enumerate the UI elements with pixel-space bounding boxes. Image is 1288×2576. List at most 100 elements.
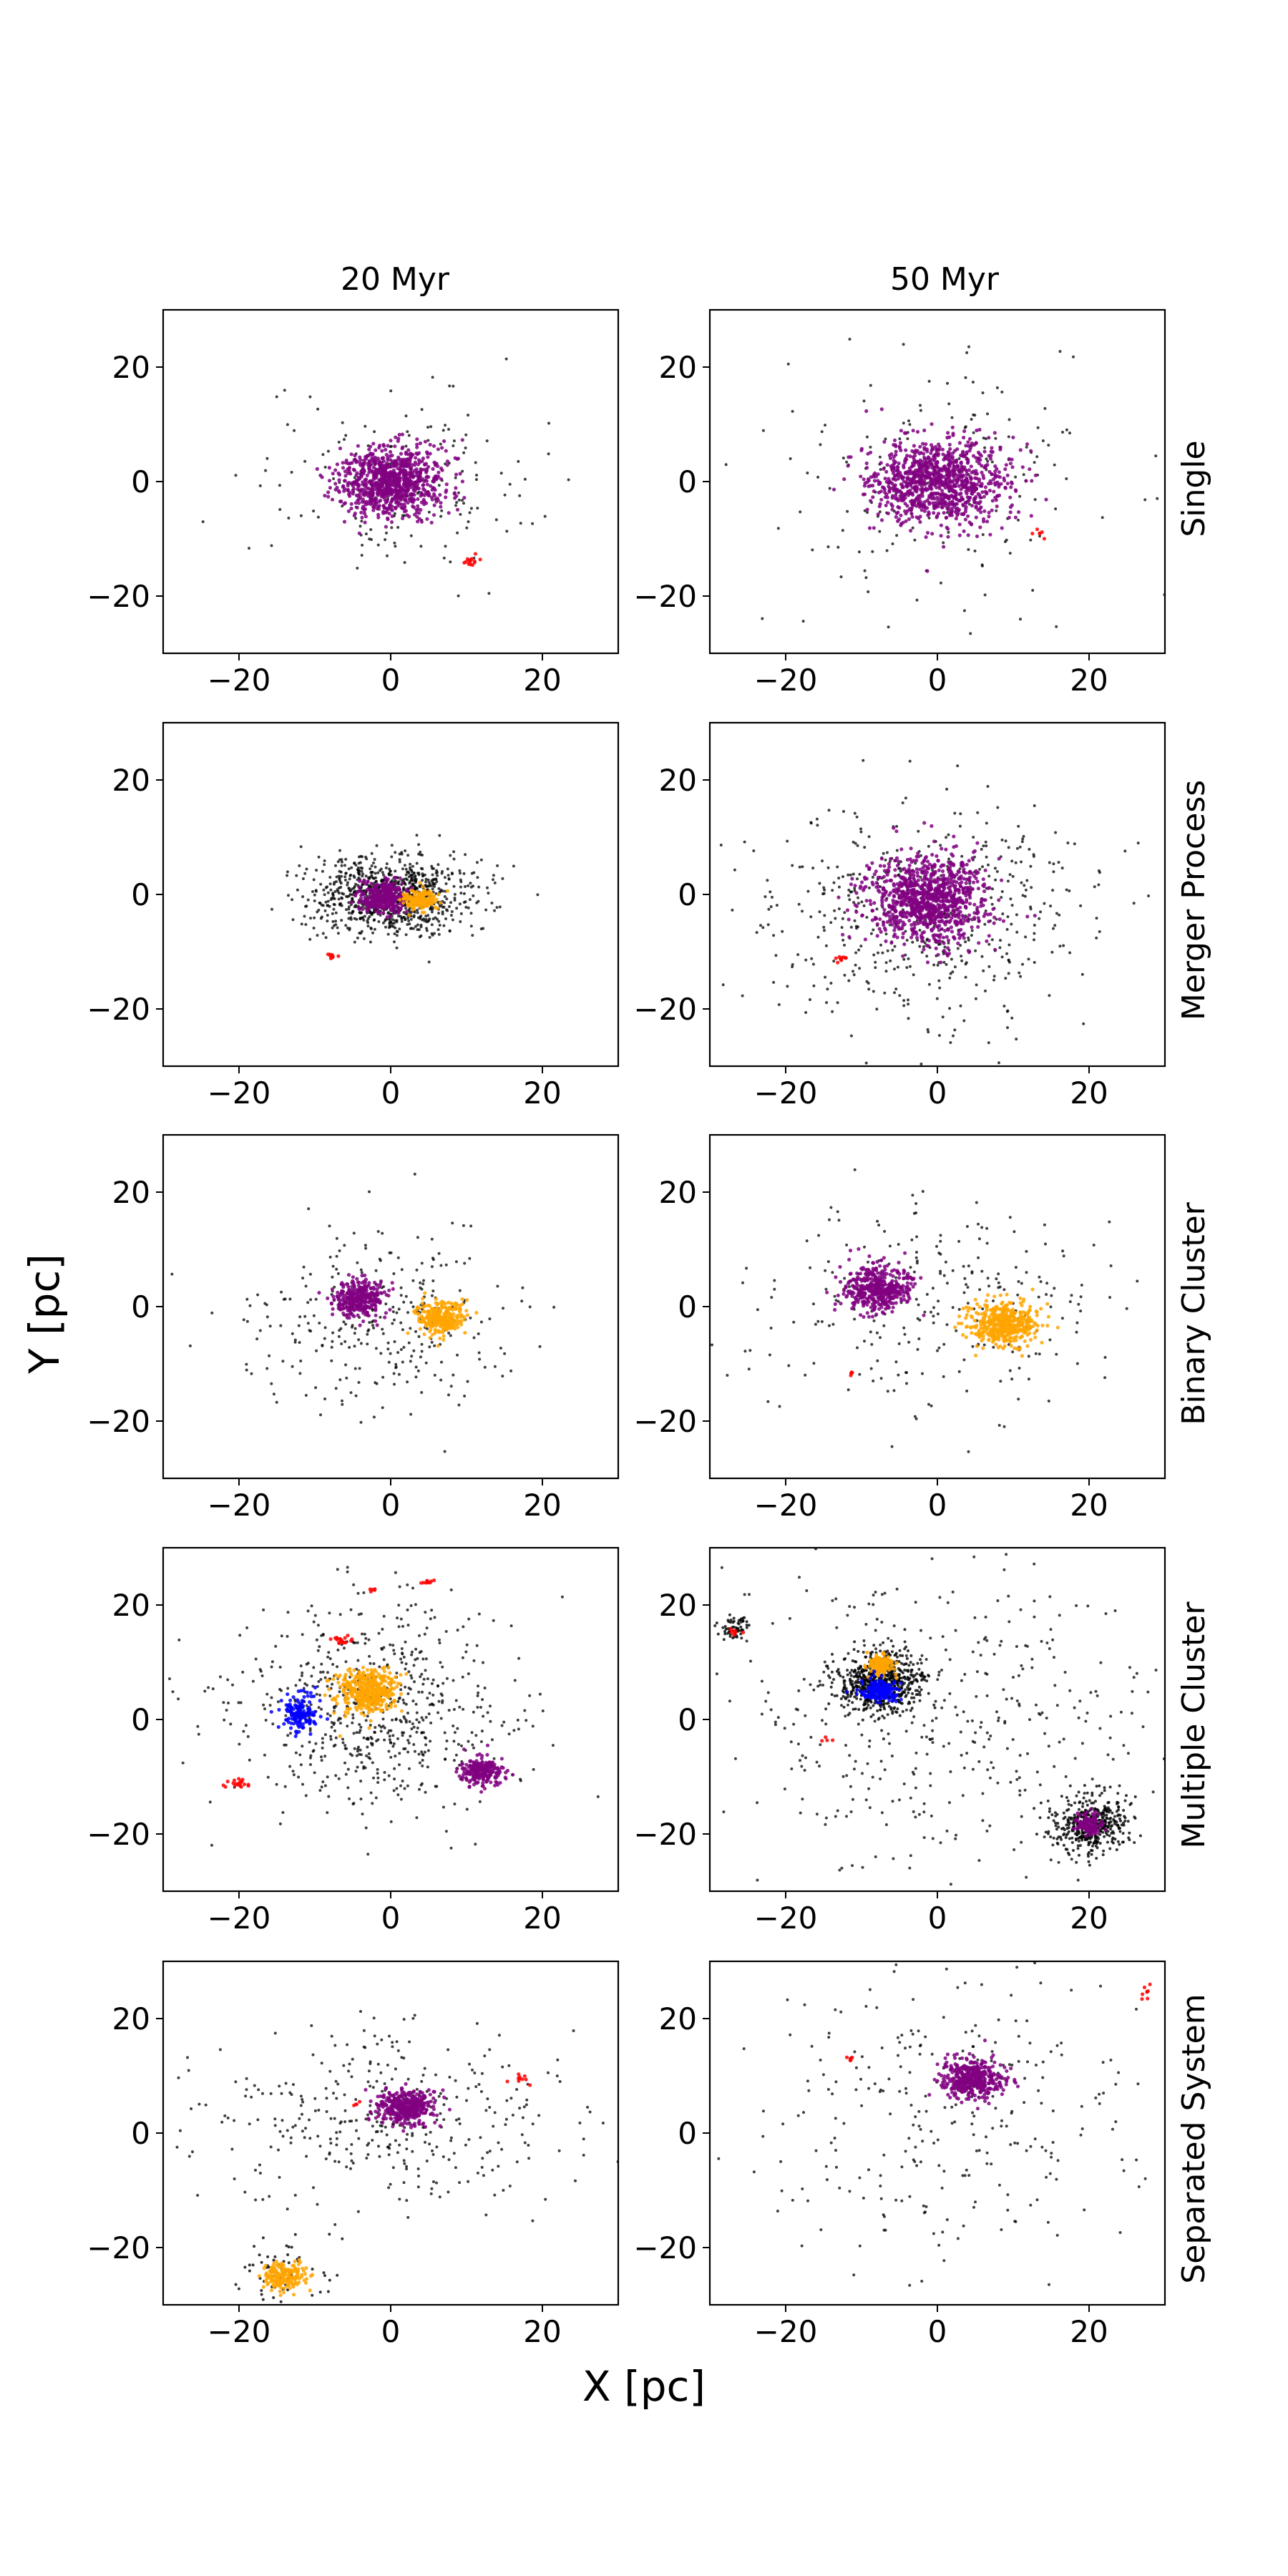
purple-member [416, 507, 421, 512]
field-star [452, 384, 455, 388]
purple-member [922, 504, 927, 509]
purple-member [974, 869, 978, 873]
field-star [347, 867, 351, 871]
purple-member [921, 866, 925, 870]
field-star [339, 882, 343, 885]
purple-member [922, 880, 927, 884]
purple-member [967, 893, 972, 897]
purple-member [371, 441, 376, 446]
purple-member [907, 472, 911, 477]
purple-member [426, 489, 430, 494]
purple-member [930, 532, 935, 536]
field-star [517, 459, 520, 463]
purple-member [948, 884, 952, 889]
purple-member [909, 927, 914, 931]
field-star [453, 892, 457, 896]
field-star [286, 423, 289, 426]
purple-member [894, 922, 898, 926]
field-star [462, 451, 466, 454]
purple-member [349, 900, 353, 904]
purple-member [380, 906, 384, 910]
field-star [901, 801, 904, 804]
field-star [837, 877, 841, 880]
field-star [872, 953, 876, 957]
purple-member [882, 869, 887, 873]
purple-member [917, 452, 922, 456]
field-star [364, 424, 367, 428]
field-star [406, 854, 410, 857]
purple-member [389, 439, 393, 443]
field-star [990, 460, 994, 464]
field-star [419, 914, 423, 918]
field-star [985, 844, 988, 848]
purple-member [396, 885, 401, 890]
purple-member [967, 496, 971, 500]
purple-member [946, 938, 951, 942]
red-member [1042, 537, 1046, 541]
purple-member [922, 821, 927, 825]
purple-member [977, 919, 981, 923]
field-star [454, 504, 457, 507]
purple-member [452, 491, 457, 495]
purple-member [998, 445, 1002, 450]
field-star [889, 959, 892, 962]
field-star [345, 894, 348, 898]
field-star [398, 858, 401, 862]
field-star [1033, 804, 1036, 807]
field-star [384, 866, 388, 869]
field-star [467, 414, 469, 417]
field-star [410, 876, 414, 879]
field-star [818, 882, 821, 885]
field-star [995, 870, 999, 873]
purple-member [912, 444, 916, 448]
field-star [366, 924, 370, 928]
field-star [815, 817, 819, 821]
field-star [850, 890, 854, 894]
purple-member [940, 847, 944, 851]
purple-member [940, 483, 945, 487]
purple-member [893, 443, 897, 447]
field-star [786, 362, 790, 366]
purple-member [985, 463, 990, 467]
field-star [882, 852, 885, 855]
purple-member [912, 479, 917, 483]
purple-member [1003, 486, 1008, 490]
field-star [426, 426, 429, 429]
field-star [462, 872, 466, 875]
purple-member [414, 467, 419, 472]
field-star [442, 556, 446, 560]
field-star [926, 1028, 930, 1031]
field-star [447, 874, 450, 877]
field-star [772, 934, 776, 937]
field-star [855, 815, 859, 819]
field-star [824, 944, 828, 947]
field-star [1048, 994, 1051, 997]
field-star [724, 463, 728, 467]
purple-member [365, 473, 369, 478]
field-star [455, 501, 459, 504]
field-star [370, 875, 374, 879]
red-member [462, 560, 467, 565]
field-star [786, 985, 789, 988]
field-star [419, 934, 423, 937]
purple-member [927, 460, 931, 464]
field-star [394, 545, 397, 548]
purple-member [894, 914, 899, 919]
purple-member [947, 462, 952, 467]
purple-member [955, 464, 960, 469]
y-tick-label: 20 [112, 763, 150, 798]
field-star [457, 491, 460, 494]
purple-member [426, 475, 431, 479]
field-star [398, 860, 401, 864]
field-star [381, 873, 385, 877]
purple-member [934, 462, 938, 466]
field-star [459, 512, 462, 516]
field-star [837, 885, 841, 889]
field-star [823, 929, 826, 932]
purple-member [364, 482, 369, 487]
purple-member [444, 449, 448, 453]
purple-member [964, 476, 969, 480]
purple-member [946, 431, 950, 435]
field-star [936, 963, 940, 967]
field-star [373, 858, 376, 861]
